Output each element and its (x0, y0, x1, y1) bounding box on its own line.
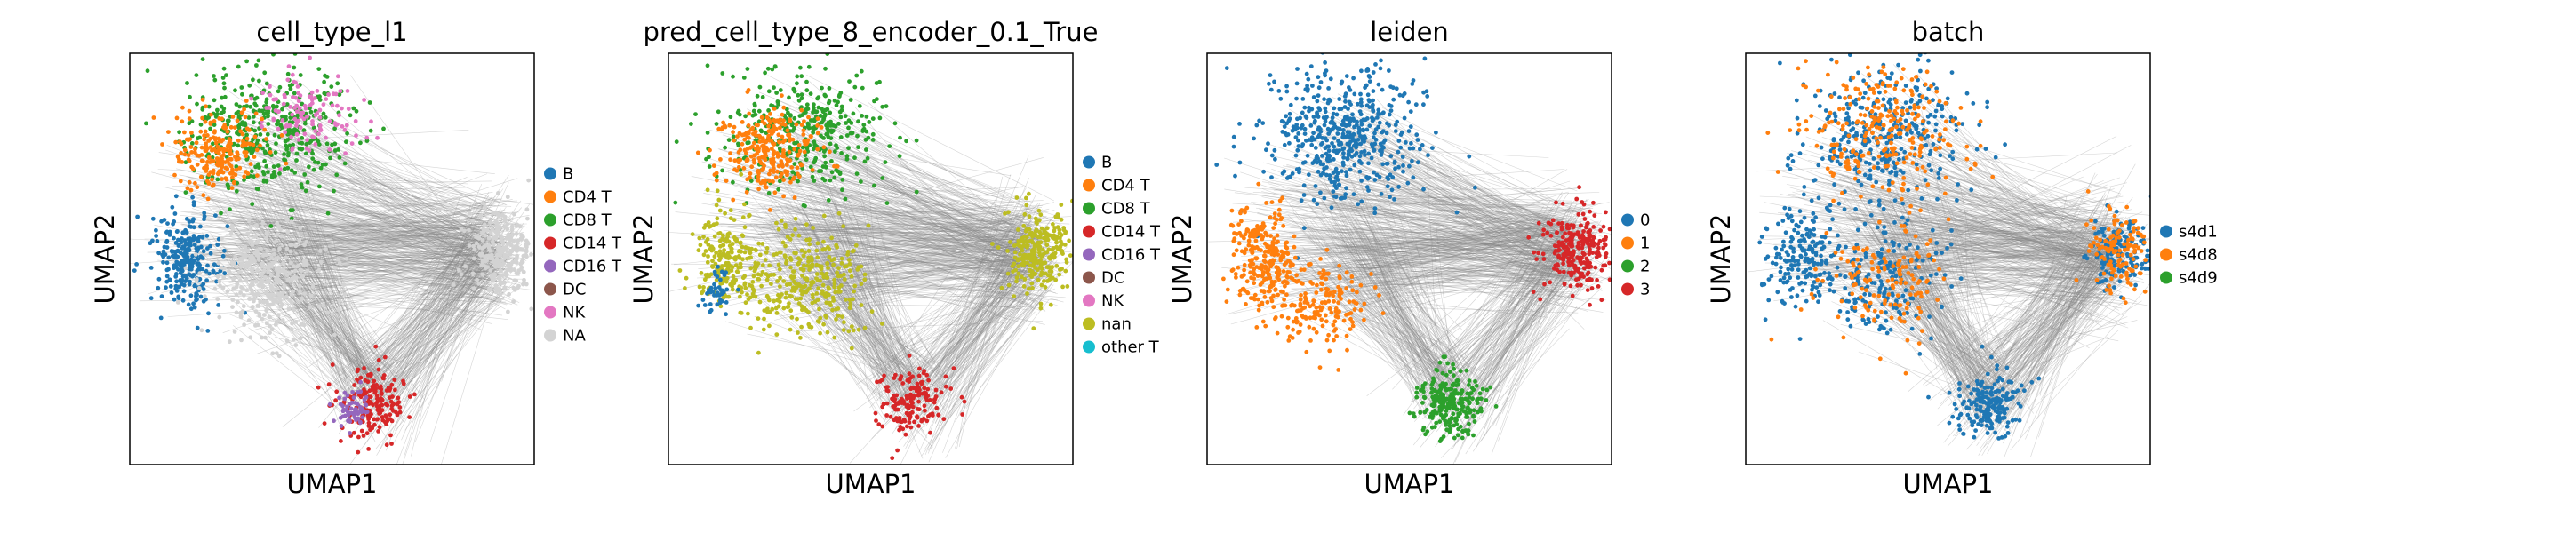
point-group (1407, 354, 1499, 443)
legend-marker (544, 329, 556, 342)
legend-marker (544, 213, 556, 227)
panel-title: pred_cell_type_8_encoder_0.1_True (644, 17, 1099, 47)
panel-title: batch (1912, 17, 1985, 47)
panel-title: cell_type_l1 (256, 17, 407, 47)
legend-marker (544, 167, 556, 180)
legend-marker (1621, 259, 1634, 273)
point-group (2074, 189, 2150, 306)
plot-frame (668, 52, 1074, 465)
legend-label: CD16 T (1101, 246, 1161, 265)
legend-label: s4d1 (2179, 223, 2218, 242)
scatter-area (1208, 53, 1612, 465)
legend-label: nan (1101, 315, 1132, 334)
point-group (249, 55, 380, 171)
legend-marker (1083, 179, 1095, 192)
legend-label: s4d9 (2179, 269, 2218, 288)
legend-marker (1621, 282, 1634, 296)
point-group (990, 191, 1073, 331)
legend-marker (1083, 248, 1095, 261)
legend-marker (1083, 225, 1095, 238)
legend-marker (544, 306, 556, 319)
scatter-area (1748, 53, 2150, 457)
legend-label: DC (1101, 269, 1124, 288)
x-axis-label: UMAP1 (1364, 469, 1454, 499)
point-group (1926, 344, 2042, 441)
y-axis-label: UMAP2 (1167, 213, 1197, 304)
plot-frame (129, 52, 535, 465)
point-group (1765, 59, 1996, 225)
point-group (1221, 181, 1299, 330)
point-group (695, 88, 840, 212)
legend-label: 1 (1640, 235, 1650, 253)
scatter-area (668, 53, 1073, 465)
legend-marker (2160, 271, 2172, 284)
point-group (1769, 203, 1947, 376)
x-axis-label: UMAP1 (1902, 469, 1993, 499)
y-axis-label: UMAP2 (1706, 213, 1736, 304)
legend-marker (2160, 225, 2172, 238)
point-group (673, 53, 919, 209)
legend-label: 3 (1640, 281, 1650, 299)
legend-label: B (563, 165, 573, 184)
plot-frame (1745, 52, 2151, 465)
point-group (1266, 247, 1386, 372)
legend-label: NK (563, 304, 586, 322)
point-group (132, 194, 247, 333)
legend-marker (1083, 202, 1095, 215)
legend-label: CD8 T (563, 211, 612, 230)
legend-label: NK (1101, 292, 1124, 311)
legend-label: CD4 T (1101, 177, 1151, 195)
umap-panel-1: pred_cell_type_8_encoder_0.1_True UMAP1 UM… (628, 17, 1161, 499)
y-axis-label: UMAP2 (628, 213, 659, 304)
legend-marker (1621, 236, 1634, 250)
point-group (327, 379, 370, 435)
legend-label: B (1101, 154, 1112, 172)
y-axis-label: UMAP2 (90, 213, 120, 304)
point-group (451, 178, 534, 314)
legend-marker (1621, 213, 1634, 227)
legend-marker (1083, 294, 1095, 307)
legend-marker (1083, 155, 1095, 169)
umap-panel-2: leiden UMAP1 UMAP2 0 1 2 3 (1167, 17, 1650, 499)
legend-marker (1083, 317, 1095, 330)
umap-panel-0: cell_type_l1 UMAP1 UMAP2 B CD4 T CD8 T CD14 T C… (90, 17, 622, 499)
legend-marker (544, 190, 556, 203)
legend-label: CD4 T (563, 188, 612, 207)
point-group (873, 353, 967, 461)
legend-marker (544, 236, 556, 250)
legend-marker (1083, 271, 1095, 284)
legend-label: s4d8 (2179, 246, 2218, 265)
plot-frame (1206, 52, 1612, 465)
legend-label: other T (1101, 338, 1160, 357)
legend-label: CD16 T (563, 258, 622, 276)
umap-panel-3: batch UMAP1 UMAP2 s4d1 s4d8 s4d9 (1706, 17, 2218, 499)
legend-label: 2 (1640, 258, 1650, 276)
point-group (175, 187, 349, 359)
legend-label: 0 (1640, 211, 1650, 230)
legend-marker (2160, 248, 2172, 261)
point-group (708, 211, 884, 355)
panel-title: leiden (1370, 17, 1449, 47)
legend-marker (544, 259, 556, 273)
point-group (696, 264, 740, 317)
x-axis-label: UMAP1 (825, 469, 916, 499)
point-group (151, 97, 289, 202)
legend-marker (544, 282, 556, 296)
point-group (144, 53, 386, 228)
legend-marker (1083, 340, 1095, 354)
x-axis-label: UMAP1 (286, 469, 377, 499)
point-group (1526, 185, 1612, 307)
legend-label: CD8 T (1101, 200, 1151, 219)
scatter-area (130, 53, 534, 465)
legend-label: NA (563, 327, 586, 346)
legend-label: CD14 T (1101, 223, 1161, 242)
point-group (1214, 53, 1477, 260)
legend-label: DC (563, 281, 586, 299)
legend-label: CD14 T (563, 235, 622, 253)
